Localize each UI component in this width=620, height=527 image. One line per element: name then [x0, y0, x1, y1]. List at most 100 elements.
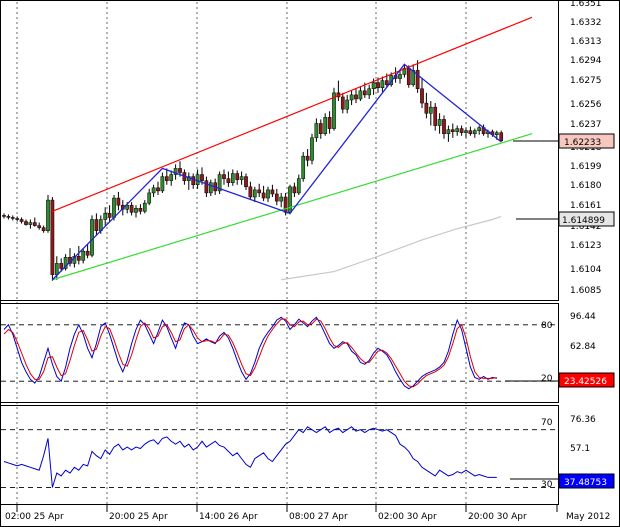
candle-body — [169, 174, 174, 181]
candle — [173, 164, 178, 180]
rsi-value-box — [558, 473, 615, 489]
price-tick: 1.6332 — [570, 18, 602, 28]
candle-body — [411, 70, 416, 85]
candle-body — [142, 202, 147, 212]
candle-body — [261, 192, 266, 199]
price-tick: 1.6123 — [570, 241, 602, 251]
candle-body — [160, 176, 165, 192]
candle — [301, 152, 306, 182]
candle — [50, 197, 55, 281]
candle — [222, 169, 226, 185]
candle-body — [2, 215, 6, 217]
candle-body — [349, 94, 354, 101]
candle — [103, 207, 108, 226]
stochastic-tick: 96.44 — [570, 312, 596, 322]
candle-body — [37, 225, 42, 228]
candle — [274, 188, 279, 206]
candle — [464, 127, 468, 138]
moving-average-marker: 1.614899 — [516, 211, 615, 227]
candle — [32, 217, 37, 227]
candle-body — [217, 174, 222, 192]
candle-body — [477, 127, 482, 131]
stochastic-layer — [3, 316, 497, 390]
candle — [314, 118, 319, 142]
stochastic-level-label: 20 — [541, 374, 553, 384]
candle — [279, 192, 284, 208]
candle-body — [332, 92, 336, 129]
time-tick-label: May 2012 — [566, 512, 610, 522]
candle — [499, 130, 504, 142]
candle-body — [288, 186, 292, 213]
candle — [59, 258, 64, 272]
candle-body — [156, 187, 160, 192]
channel-upper-line — [52, 16, 533, 212]
candle-body — [107, 213, 112, 218]
rsi-tick: 57.1 — [570, 444, 590, 454]
candle-body — [239, 176, 244, 180]
candle — [24, 219, 28, 226]
price-tick: 1.6199 — [570, 162, 602, 172]
candle-body — [222, 174, 226, 179]
stochastic-level-label: 80 — [541, 321, 553, 331]
candle — [46, 194, 50, 233]
rsi-line — [3, 426, 497, 488]
candle-body — [301, 155, 306, 179]
candle — [296, 174, 301, 195]
candle — [411, 64, 416, 87]
candle-body — [103, 213, 108, 220]
candle-body — [94, 219, 99, 231]
candle-body — [499, 132, 504, 142]
candle — [15, 216, 20, 222]
candle — [398, 70, 402, 84]
current-price-label: 1.62233 — [564, 138, 601, 148]
candle-body — [292, 186, 297, 194]
candle — [450, 123, 455, 138]
current-price-marker: 1.62233 — [513, 133, 615, 149]
candle — [94, 213, 99, 236]
candle-body — [266, 189, 270, 199]
candle-body — [244, 176, 248, 188]
candle-body — [125, 204, 130, 210]
candle — [446, 125, 451, 142]
candle-body — [415, 70, 420, 90]
candle-body — [310, 137, 314, 161]
overlay-under-layer — [281, 215, 502, 281]
candle-body — [446, 129, 451, 134]
candle — [433, 103, 438, 131]
candle-body — [428, 106, 433, 114]
candle-body — [248, 186, 253, 198]
candle — [332, 87, 336, 131]
candle-body — [151, 187, 156, 194]
candle — [340, 92, 345, 114]
candle — [138, 204, 143, 215]
candle — [151, 184, 156, 198]
candles-layer — [2, 60, 504, 281]
candle-body — [90, 219, 94, 256]
candle — [424, 92, 429, 119]
candle-body — [318, 123, 323, 134]
candle — [266, 186, 270, 203]
candle-body — [464, 130, 468, 133]
candle — [230, 169, 235, 186]
candle-body — [116, 197, 121, 206]
candle — [63, 254, 68, 271]
candle — [191, 173, 196, 189]
moving-average-box — [558, 211, 615, 227]
candle — [257, 183, 262, 198]
candle-body — [191, 176, 196, 186]
candle-body — [195, 174, 200, 186]
candle — [76, 246, 81, 265]
price-tick: 1.6313 — [570, 37, 602, 47]
candle — [345, 94, 350, 114]
price-tick: 1.6085 — [570, 286, 602, 296]
candle — [358, 86, 363, 102]
candle — [442, 115, 446, 139]
candle-body — [314, 123, 319, 139]
candle — [129, 202, 134, 216]
candle — [459, 125, 464, 136]
candle — [248, 181, 253, 201]
time-tick-label: 02:00 25 Apr — [5, 512, 64, 522]
rsi-value-label: 37.48753 — [564, 478, 607, 488]
candle-body — [19, 219, 24, 222]
